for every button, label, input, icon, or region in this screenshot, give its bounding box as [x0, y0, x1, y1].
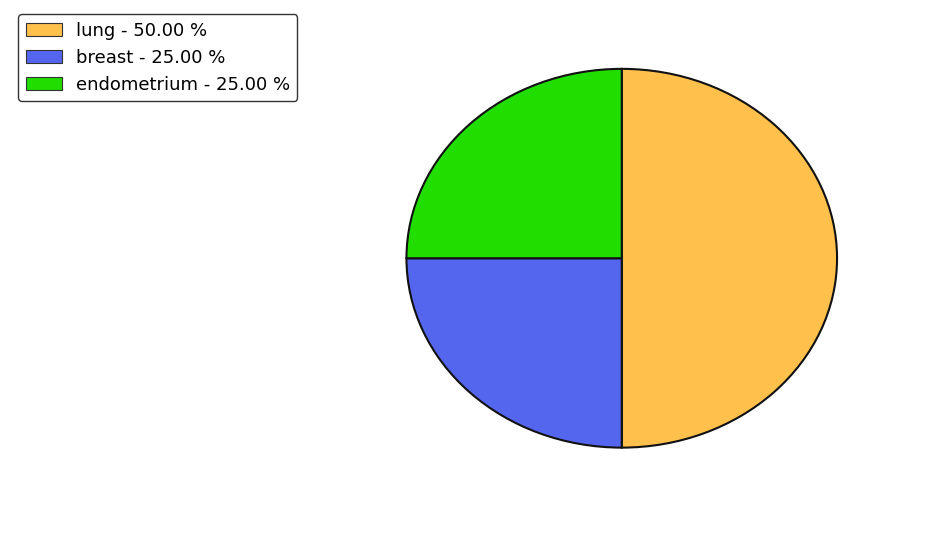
- Wedge shape: [621, 69, 836, 448]
- Legend: lung - 50.00 %, breast - 25.00 %, endometrium - 25.00 %: lung - 50.00 %, breast - 25.00 %, endome…: [19, 15, 298, 101]
- Wedge shape: [406, 258, 621, 448]
- Wedge shape: [406, 69, 621, 258]
